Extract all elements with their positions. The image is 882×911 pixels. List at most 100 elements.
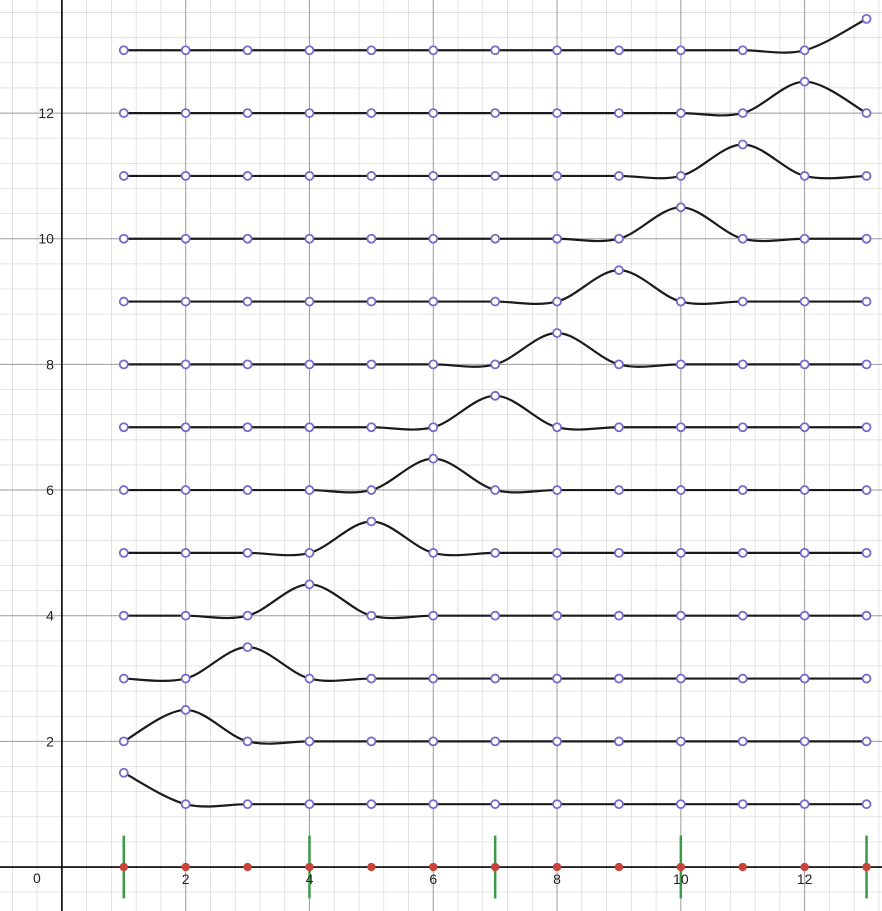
data-point — [799, 422, 810, 433]
base-point — [738, 862, 747, 872]
data-point — [366, 422, 377, 433]
data-point — [737, 736, 748, 747]
data-point — [490, 233, 501, 244]
data-point — [614, 799, 624, 810]
data-point — [118, 296, 129, 307]
data-point — [799, 76, 810, 87]
data-point — [614, 108, 624, 118]
data-point — [428, 108, 439, 118]
data-point — [242, 359, 253, 370]
y-tick-label: 8 — [46, 356, 54, 372]
data-point — [799, 233, 810, 244]
data-point — [490, 547, 501, 558]
data-point — [675, 799, 686, 810]
x-tick-label: 2 — [182, 871, 190, 887]
data-point — [180, 296, 191, 307]
data-point — [737, 610, 748, 621]
data-point — [366, 296, 377, 307]
data-point — [118, 359, 129, 370]
data-point — [118, 485, 129, 495]
data-point — [799, 296, 810, 307]
data-point — [428, 296, 439, 307]
data-point — [118, 233, 129, 244]
data-point — [552, 422, 562, 433]
data-point — [675, 296, 686, 307]
data-point — [304, 296, 315, 307]
x-tick-label: 4 — [306, 871, 314, 887]
base-point — [429, 862, 438, 872]
data-point — [799, 610, 810, 621]
data-point — [428, 799, 439, 810]
x-tick-label: 8 — [553, 871, 561, 887]
data-point — [180, 610, 191, 621]
data-point — [861, 736, 872, 747]
data-point — [490, 610, 501, 621]
data-point — [614, 422, 624, 433]
data-points — [118, 13, 872, 810]
data-point — [614, 673, 624, 684]
data-point — [304, 485, 315, 495]
data-point — [861, 359, 872, 370]
data-point — [242, 485, 253, 495]
data-point — [366, 108, 377, 118]
data-point — [861, 485, 872, 495]
y-tick-label: 2 — [46, 733, 54, 749]
data-point — [304, 233, 315, 244]
data-point — [675, 45, 686, 56]
data-point — [861, 547, 872, 558]
data-point — [304, 359, 315, 370]
data-point — [490, 108, 501, 118]
data-point — [304, 45, 315, 56]
data-point — [552, 296, 562, 307]
data-point — [737, 799, 748, 810]
data-point — [180, 485, 191, 495]
data-point — [799, 673, 810, 684]
data-point — [861, 108, 872, 118]
data-point — [490, 359, 501, 370]
data-point — [552, 45, 562, 56]
data-point — [552, 485, 562, 495]
data-point — [242, 422, 253, 433]
data-point — [861, 799, 872, 810]
data-point — [552, 799, 562, 810]
data-point — [490, 296, 501, 307]
data-point — [428, 453, 439, 464]
data-point — [861, 233, 872, 244]
data-point — [304, 108, 315, 118]
base-point — [243, 862, 252, 872]
data-point — [490, 736, 501, 747]
data-point — [366, 171, 377, 181]
data-point — [552, 328, 562, 338]
data-point — [614, 171, 624, 181]
data-point — [675, 547, 686, 558]
data-point — [490, 485, 501, 495]
data-point — [180, 108, 191, 118]
data-point — [118, 547, 129, 558]
data-point — [366, 233, 377, 244]
y-tick-label: 12 — [38, 105, 54, 121]
data-point — [675, 736, 686, 747]
data-point — [861, 422, 872, 433]
data-point — [304, 171, 315, 181]
base-point — [862, 862, 871, 872]
data-point — [304, 673, 315, 684]
data-point — [180, 799, 191, 810]
base-points — [119, 862, 871, 872]
data-point — [737, 233, 748, 244]
data-point — [242, 610, 253, 621]
data-point — [552, 171, 562, 181]
data-point — [304, 799, 315, 810]
data-point — [614, 45, 624, 56]
data-point — [366, 610, 377, 621]
base-point — [119, 862, 128, 872]
data-point — [118, 45, 129, 56]
y-tick-label: 6 — [46, 482, 54, 498]
data-point — [428, 45, 439, 56]
data-point — [490, 673, 501, 684]
data-point — [180, 233, 191, 244]
data-point — [861, 610, 872, 621]
data-point — [614, 736, 624, 747]
data-point — [428, 547, 439, 558]
